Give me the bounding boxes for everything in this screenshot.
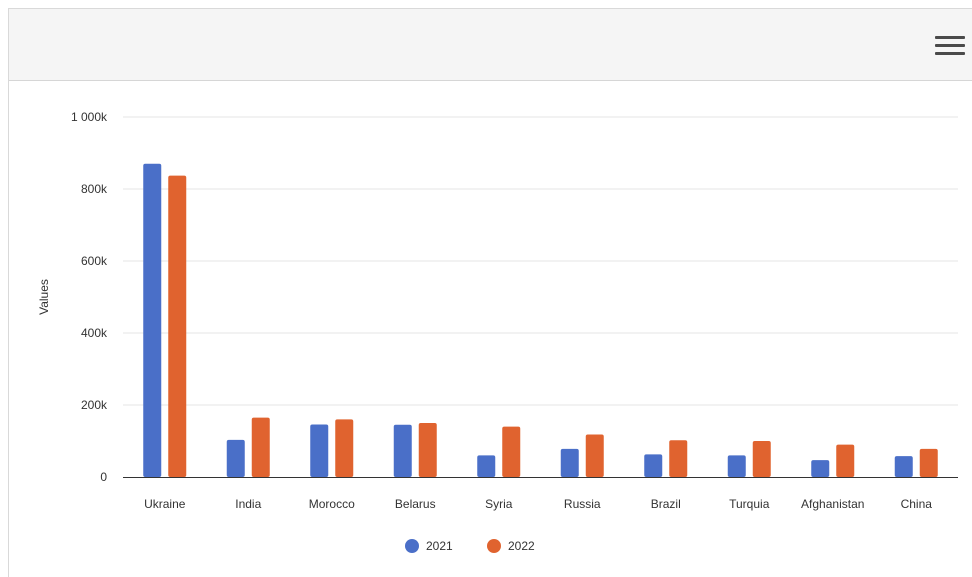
y-tick-label: 800k [81,182,108,196]
bar-2022-brazil[interactable] [669,440,688,477]
legend-item-2022[interactable]: 2022 [487,539,535,553]
x-tick-label: Turquia [729,497,770,511]
legend-label: 2022 [508,539,535,553]
bar-2021-india[interactable] [226,439,245,477]
chart-grid [123,116,958,406]
bar-2022-morocco[interactable] [335,419,354,477]
chart-legend: 2021 2022 [405,539,535,553]
y-tick-label: 600k [81,254,108,268]
bar-2021-brazil[interactable] [644,454,663,477]
x-tick-label: Ukraine [144,497,186,511]
x-axis: Ukraine India Morocco Belarus Syria Russia Bra… [144,497,932,511]
bar-2022-belarus[interactable] [418,423,437,477]
bar-2021-china[interactable] [894,456,913,477]
legend-marker [405,539,419,553]
y-tick-label: 400k [81,326,108,340]
bar-2021-turquia[interactable] [727,455,746,477]
y-axis-title: Values [37,279,51,315]
y-tick-label: 0 [100,470,107,484]
bar-2022-russia[interactable] [585,434,604,477]
bar-2022-turquia[interactable] [752,441,771,477]
y-tick-label: 200k [81,398,108,412]
bar-2022-china[interactable] [919,448,938,477]
bar-2021-syria[interactable] [477,455,496,477]
bar-2022-ukraine[interactable] [168,175,187,477]
x-tick-label: Russia [564,497,601,511]
chart-bars [143,163,938,478]
bar-2021-afghanistan[interactable] [811,460,830,477]
x-tick-label: Morocco [309,497,355,511]
bar-2021-russia[interactable] [560,448,579,477]
legend-label: 2021 [426,539,453,553]
legend-item-2021[interactable]: 2021 [405,539,453,553]
bar-2021-morocco[interactable] [310,424,329,477]
x-tick-label: Belarus [395,497,436,511]
bar-2022-india[interactable] [251,417,270,477]
bar-2022-afghanistan[interactable] [836,444,855,477]
bar-2021-ukraine[interactable] [143,163,162,478]
legend-marker [487,539,501,553]
chart-toolbar [9,9,972,81]
x-tick-label: Syria [485,497,513,511]
x-tick-label: India [235,497,261,511]
bar-2021-belarus[interactable] [393,424,412,477]
y-tick-label: 1 000k [71,110,108,124]
y-axis: 0 200k 400k 600k 800k 1 000k [71,110,958,484]
x-tick-label: Afghanistan [801,497,864,511]
x-tick-label: China [901,497,933,511]
bar-2022-syria[interactable] [502,426,521,477]
x-tick-label: Brazil [651,497,681,511]
hamburger-menu-icon[interactable] [932,29,968,61]
